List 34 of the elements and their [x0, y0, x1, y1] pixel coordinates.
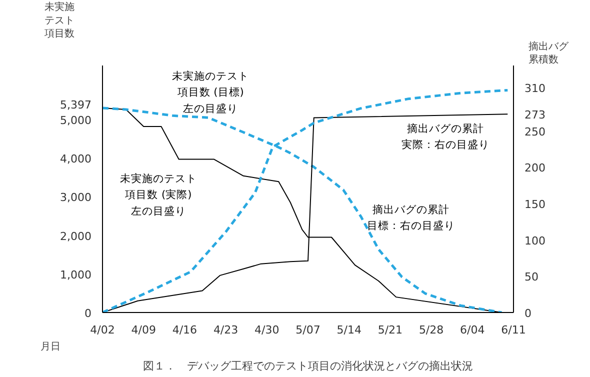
x-tick-label: 5/14 [336, 324, 362, 336]
y-tick-label: 5,397 [60, 98, 92, 112]
y2-axis-title: 摘出バグ累積数 [528, 40, 570, 66]
annotation: 摘出バグの累計目標：右の目盛り [366, 202, 455, 232]
y2-tick-label: 310 [524, 82, 546, 95]
x-tick-label: 4/16 [172, 324, 198, 336]
y2-tick-label: 100 [524, 234, 546, 248]
x-tick-label: 4/30 [254, 324, 280, 336]
y2-tick-label: 273 [524, 108, 546, 122]
y2-tick-label: 0 [524, 307, 532, 320]
y2-tick-label: 200 [524, 162, 546, 175]
y-tick-label: 1,000 [60, 268, 92, 282]
x-tick-label: 4/02 [90, 324, 115, 336]
y-tick-label: 4,000 [60, 152, 92, 166]
annotation: 未実施のテスト項目数 (実際)左の目盛り [120, 172, 197, 218]
x-tick-label: 4/23 [213, 324, 238, 336]
y-axis-title: 未実施テスト項目数 [44, 1, 74, 40]
x-tick-label: 6/11 [501, 324, 526, 336]
x-tick-label: 5/21 [378, 324, 403, 336]
y-tick-label: 5,000 [60, 114, 92, 128]
y-tick-label: 3,000 [60, 191, 92, 204]
text: 図１． デバッグ工程でのテスト項目の消化状況とバグの摘出状況 [143, 360, 473, 372]
annotation: 摘出バグの累計実際：右の目盛り [402, 122, 490, 152]
y-tick-label: 2,000 [60, 230, 92, 243]
annotation: 未実施のテスト項目数 (目標)左の目盛り [172, 69, 250, 115]
x-tick-label: 4/09 [131, 324, 156, 336]
y2-tick-label: 250 [524, 125, 546, 138]
x-tick-label: 5/07 [296, 324, 320, 336]
x-tick-label: 5/28 [418, 324, 444, 336]
x-tick-label: 6/04 [460, 324, 485, 336]
y2-tick-label: 50 [524, 270, 538, 284]
y-tick-label: 0 [84, 307, 92, 320]
y2-tick-label: 150 [524, 198, 546, 212]
x-axis-title: 月日 [40, 342, 60, 352]
